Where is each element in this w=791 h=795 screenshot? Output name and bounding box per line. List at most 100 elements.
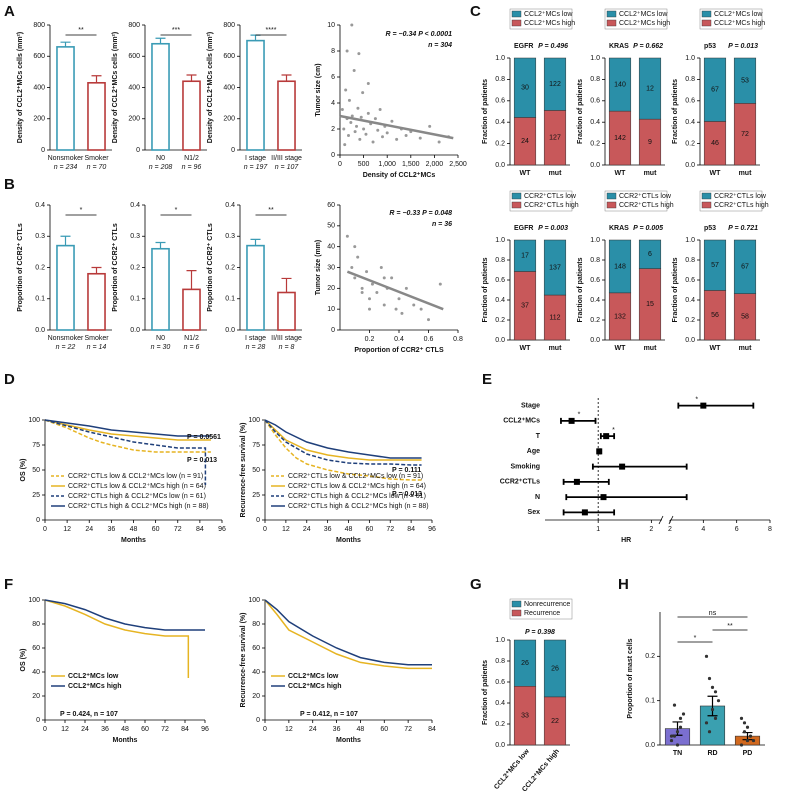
x-tick-label: 60 [365,526,373,533]
data-point [713,716,718,721]
x-tick-label: WT [615,170,627,177]
x-tick-label: Smoker [84,155,109,162]
p-label: P = 0.005 [633,225,663,232]
x-axis-label: Months [336,737,361,744]
p-label: P = 0.013 [728,43,758,50]
y-tick-label: 1.0 [495,637,505,644]
y-tick-label: 0.4 [590,119,600,126]
x-tick-label: 72 [386,526,394,533]
y-tick-label: 0.4 [495,700,505,707]
scatter-point [382,276,386,280]
y-tick-label: 0.2 [590,140,600,147]
survival-curve [264,419,422,459]
x-tick-label: 84 [407,526,415,533]
bar [277,80,296,151]
y-tick-label: 1.0 [590,55,600,62]
legend-box [509,598,573,620]
y-tick-label: 0.6 [590,277,600,284]
bar [87,82,106,151]
x-tick-label: 72 [174,526,182,533]
data-point [704,654,709,658]
scatter-point [368,307,371,311]
x-tick-label: 84 [181,726,189,733]
x-tick-label: mut [549,345,563,352]
bar-segment [608,239,632,294]
error-bar [186,74,197,82]
x-tick-label: 0.2 [365,336,375,343]
y-tick-label: 400 [223,84,235,91]
bar-segment [513,239,537,272]
y-tick-label: 0.0 [685,162,695,169]
y-tick-label: 1.0 [495,55,505,62]
scatter-point [379,266,383,269]
y-tick-label: 40 [252,669,260,676]
fit-line [346,270,444,311]
hr-point [700,402,707,409]
significance: * [612,427,615,434]
value-label: 30 [521,85,529,92]
data-point [716,699,721,703]
x-tick-label: 24 [309,726,317,733]
n-label: n = 28 [246,344,266,351]
legend-label: CCR2⁺CTLs low & CCL2⁺MCs low (n = 91) [288,473,423,480]
x-tick-label: RD [707,750,717,757]
y-tick-label: 800 [128,22,140,29]
y-tick-label: 0.0 [590,337,600,344]
scatter-point [404,134,408,137]
y-axis-label: Tumor size (cm) [315,63,322,116]
bar-segment [543,239,567,296]
x-tick-label: II/III stage [271,335,302,342]
value-label: 53 [741,78,749,85]
y-tick-label: 25 [32,492,40,499]
hr-point [573,478,580,485]
scatter-point [370,282,374,286]
panel-label: B [4,176,15,193]
survival-curve [264,599,432,670]
x-tick-label: mut [644,170,658,177]
x-axis-label: Months [121,537,146,544]
legend-box [509,190,573,212]
value-label: 112 [549,314,560,321]
y-tick-label: 0.2 [130,264,140,271]
x-tick-label: 0 [43,726,47,733]
y-tick-label: 20 [32,693,40,700]
n-label: n = 22 [56,344,76,351]
data-point [669,738,674,743]
legend-box [604,190,668,212]
scatter-point [375,291,379,294]
y-tick-label: 0.1 [130,296,140,303]
x-tick-label: 1,000 [378,161,396,168]
x-tick-label: II/III stage [271,155,302,162]
y-tick-label: 0.0 [495,742,505,749]
y-tick-label: 25 [252,492,260,499]
error-bar [281,277,292,293]
panel-label: A [4,3,15,20]
legend-label: CCR2⁺CTLs high [619,202,674,209]
survival-curve [44,599,190,678]
legend-swatch [606,192,617,200]
scatter-point [390,119,394,123]
y-tick-label: 0.6 [495,98,505,105]
y-tick-label: 0 [41,147,45,154]
legend-label: CCR2⁺CTLs low [714,193,767,200]
legend-label: CCR2⁺CTLs high & CCL2⁺MCs high (n = 88) [68,503,209,510]
value-label: 127 [549,135,561,142]
error-bar [281,74,292,82]
annotation: P = 0.013 [187,457,217,464]
y-axis-label: Fraction of patients [482,257,489,322]
legend-label: CCL2⁺MCs low [68,673,119,680]
bar-segment [543,57,567,111]
x-tick-label: 36 [333,726,341,733]
y-tick-label: 0.4 [495,119,505,126]
value-label: 15 [646,301,654,308]
significance: ** [727,623,733,630]
y-tick-label: 0.8 [590,257,600,264]
data-point [707,730,712,734]
y-tick-label: 0.3 [35,233,45,240]
x-tick-label: 0.4 [394,336,404,343]
x-tick-label: WT [520,345,532,352]
axis-break [658,515,674,525]
fit-line [339,114,454,140]
y-tick-label: 0.2 [495,721,505,728]
x-tick-label: 84 [196,526,204,533]
